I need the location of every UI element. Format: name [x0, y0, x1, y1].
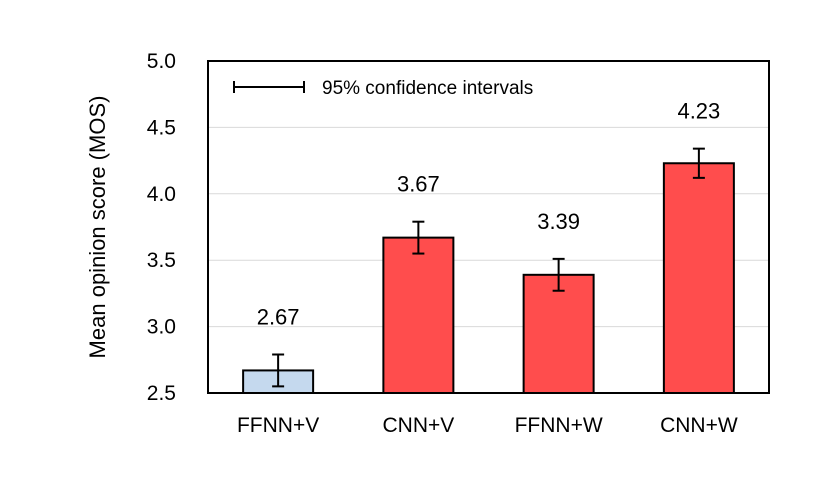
y-tick-label: 2.5: [147, 382, 176, 405]
y-tick-label: 3.0: [147, 316, 176, 339]
y-tick-label: 4.0: [147, 183, 176, 206]
legend-label: 95% confidence intervals: [322, 78, 533, 99]
legend-errorbar-icon: [233, 81, 305, 93]
value-label: 4.23: [677, 99, 720, 124]
bar: [662, 162, 735, 394]
y-tick-label: 3.5: [147, 249, 176, 272]
value-label: 3.39: [537, 209, 580, 234]
value-labels: 2.67 3.67 3.39 4.23: [257, 99, 721, 330]
x-category-label: FFNN+V: [237, 414, 319, 437]
legend: 95% confidence intervals: [233, 78, 533, 99]
bar: [382, 236, 455, 394]
x-category-label: CNN+V: [382, 414, 454, 437]
x-category-label: FFNN+W: [515, 414, 603, 437]
y-tick-label: 4.5: [147, 116, 176, 139]
x-category-labels: FFNN+V CNN+V FFNN+W CNN+W: [237, 414, 738, 437]
x-category-label: CNN+W: [660, 414, 738, 437]
y-tick-label: 5.0: [147, 50, 176, 73]
y-axis-title: Mean opinion score (MOS): [85, 96, 110, 359]
bars: [242, 162, 735, 395]
value-label: 3.67: [397, 172, 440, 197]
y-tick-labels: 2.5 3.0 3.5 4.0 4.5 5.0: [147, 50, 176, 405]
plot-frame: [207, 60, 770, 394]
bar: [522, 273, 595, 395]
error-bars: [272, 147, 705, 388]
value-label: 2.67: [257, 304, 300, 329]
